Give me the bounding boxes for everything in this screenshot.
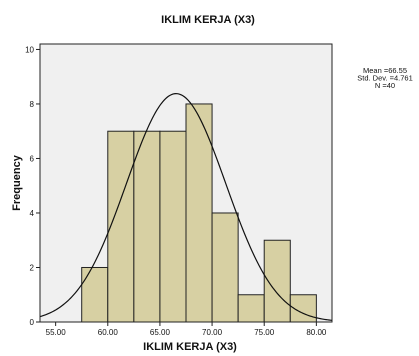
y-axis: 0 2 4 6 8 10 xyxy=(25,45,40,327)
plot-frame xyxy=(39,43,333,323)
histogram-bar xyxy=(237,294,265,323)
y-axis-label: Frequency xyxy=(11,154,23,211)
bars-group xyxy=(81,103,317,323)
x-tick-label: 55.00 xyxy=(46,328,67,337)
y-tick-label: 8 xyxy=(30,100,35,109)
x-axis: 55.00 60.00 65.00 70.00 75.00 80.00 xyxy=(46,322,327,337)
y-tick-label: 4 xyxy=(30,209,35,218)
stats-line: Std. Dev. =4.761 xyxy=(357,74,413,83)
histogram-bar xyxy=(133,130,161,323)
histogram-bar xyxy=(211,212,239,323)
stats-line: N =40 xyxy=(375,81,395,90)
y-tick-label: 10 xyxy=(25,45,34,54)
x-tick-label: 70.00 xyxy=(202,328,223,337)
y-tick-label: 2 xyxy=(30,263,35,272)
x-tick-label: 65.00 xyxy=(150,328,171,337)
histogram-bar xyxy=(81,266,109,323)
histogram-bar xyxy=(107,130,135,323)
x-axis-label: IKLIM KERJA (X3) xyxy=(143,341,237,353)
y-tick-label: 6 xyxy=(30,154,35,163)
x-tick-label: 60.00 xyxy=(98,328,119,337)
stats-line: Mean =66.55 xyxy=(363,66,407,75)
y-tick-label: 0 xyxy=(30,318,35,327)
normal-curve xyxy=(39,93,333,321)
histogram-bar xyxy=(159,130,187,323)
x-tick-label: 75.00 xyxy=(254,328,275,337)
x-tick-label: 80.00 xyxy=(306,328,327,337)
chart-title: IKLIM KERJA (X3) xyxy=(161,14,255,26)
